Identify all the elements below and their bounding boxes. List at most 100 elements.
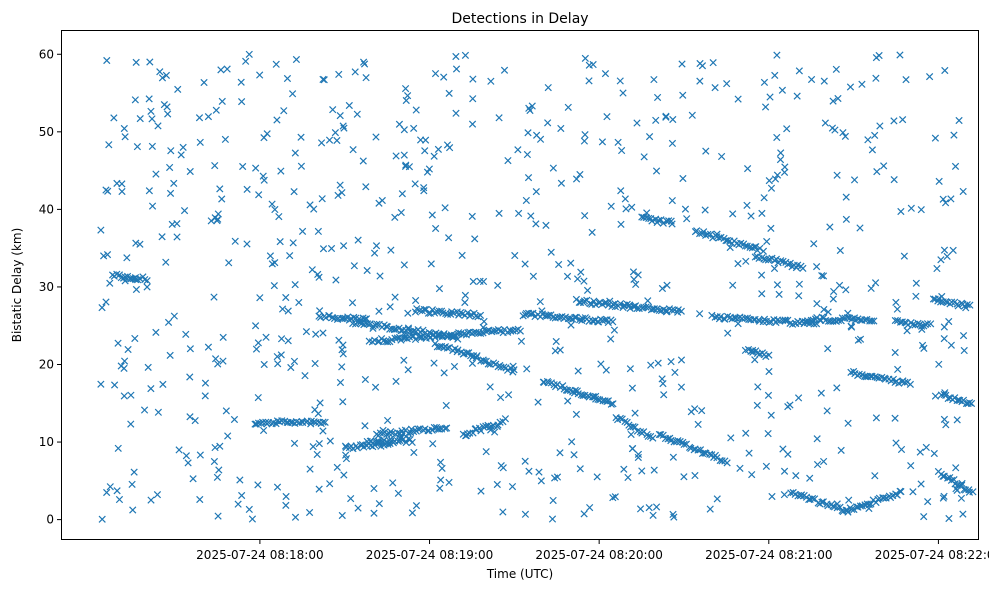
detection-marker <box>143 283 151 291</box>
detection-marker <box>909 321 917 329</box>
detection-marker <box>557 179 566 187</box>
detection-marker <box>572 313 580 321</box>
detection-marker <box>391 293 399 301</box>
detection-marker <box>691 405 699 413</box>
detection-marker <box>399 326 407 334</box>
detection-marker <box>132 239 140 247</box>
detection-marker <box>717 152 726 161</box>
detection-marker <box>834 94 842 103</box>
detection-marker <box>266 252 275 260</box>
detection-marker <box>273 483 282 491</box>
detection-marker <box>467 352 475 360</box>
detection-marker <box>175 446 183 454</box>
detection-marker <box>536 298 544 306</box>
detection-marker <box>794 394 803 402</box>
detection-marker <box>586 503 594 512</box>
detection-marker <box>680 473 688 481</box>
detection-marker <box>514 146 522 154</box>
detection-marker <box>966 301 974 309</box>
detection-marker <box>121 133 129 141</box>
detection-marker <box>580 277 588 285</box>
detection-marker <box>836 503 844 511</box>
detection-marker <box>821 119 830 127</box>
detection-marker <box>489 359 498 367</box>
detection-marker <box>468 212 476 220</box>
detection-marker <box>679 174 687 183</box>
detection-marker <box>660 391 668 399</box>
detection-marker <box>435 307 443 315</box>
detection-marker <box>871 373 879 381</box>
detection-marker <box>461 51 470 59</box>
detection-marker <box>152 328 160 336</box>
detection-marker <box>917 206 925 214</box>
detection-marker <box>521 260 529 268</box>
detection-marker <box>371 383 380 391</box>
detection-marker <box>120 357 129 365</box>
detection-marker <box>890 117 898 125</box>
detection-marker <box>602 366 610 374</box>
detection-marker <box>118 180 126 188</box>
detection-marker <box>196 451 204 459</box>
detection-marker <box>401 162 410 171</box>
detection-marker <box>308 266 316 274</box>
detection-marker <box>642 303 650 311</box>
detection-marker <box>876 122 884 130</box>
detection-marker <box>476 329 485 337</box>
detection-marker <box>384 416 392 425</box>
detection-marker <box>892 439 900 447</box>
detection-marker <box>813 435 821 443</box>
detection-marker <box>752 243 760 251</box>
detection-marker <box>586 300 594 308</box>
detection-marker <box>469 277 477 286</box>
detection-marker <box>394 489 403 497</box>
detection-marker <box>127 420 135 428</box>
detection-marker <box>254 481 262 489</box>
detection-marker <box>807 316 815 324</box>
detection-marker <box>445 478 453 487</box>
detection-marker <box>354 236 362 244</box>
detection-marker <box>945 514 953 523</box>
detection-marker <box>537 477 545 485</box>
detection-marker <box>939 195 947 203</box>
detection-marker <box>756 244 764 252</box>
detection-marker <box>930 449 938 458</box>
detection-marker <box>291 280 299 289</box>
detection-marker <box>524 174 533 182</box>
detection-marker <box>195 114 204 122</box>
detection-marker <box>943 252 951 261</box>
detection-marker <box>585 61 593 69</box>
detection-marker <box>243 240 251 248</box>
detection-marker <box>933 264 941 273</box>
detection-marker <box>767 411 775 419</box>
detection-marker <box>123 254 131 262</box>
detection-marker <box>549 164 557 172</box>
detection-marker <box>819 457 828 466</box>
detection-marker <box>477 487 485 495</box>
detection-marker <box>937 256 945 264</box>
detection-marker <box>631 409 639 417</box>
detection-marker <box>742 257 750 265</box>
detection-marker <box>486 383 494 391</box>
detection-marker <box>189 475 197 483</box>
detection-marker <box>644 432 652 441</box>
detection-marker <box>340 471 348 479</box>
detection-marker <box>594 395 602 404</box>
detection-marker <box>912 279 920 287</box>
detection-marker <box>182 452 190 460</box>
detection-marker <box>601 316 609 324</box>
detection-marker <box>440 73 448 81</box>
detection-marker <box>140 406 149 414</box>
detection-marker <box>940 323 948 331</box>
detection-marker <box>373 320 381 328</box>
detection-marker <box>216 185 224 193</box>
detection-marker <box>248 515 257 523</box>
detection-marker <box>892 298 900 306</box>
detection-marker <box>302 327 311 336</box>
detection-marker <box>765 255 774 263</box>
detection-marker <box>255 191 263 199</box>
detection-marker <box>463 430 472 438</box>
detection-marker <box>144 363 152 371</box>
detection-marker <box>844 508 852 516</box>
